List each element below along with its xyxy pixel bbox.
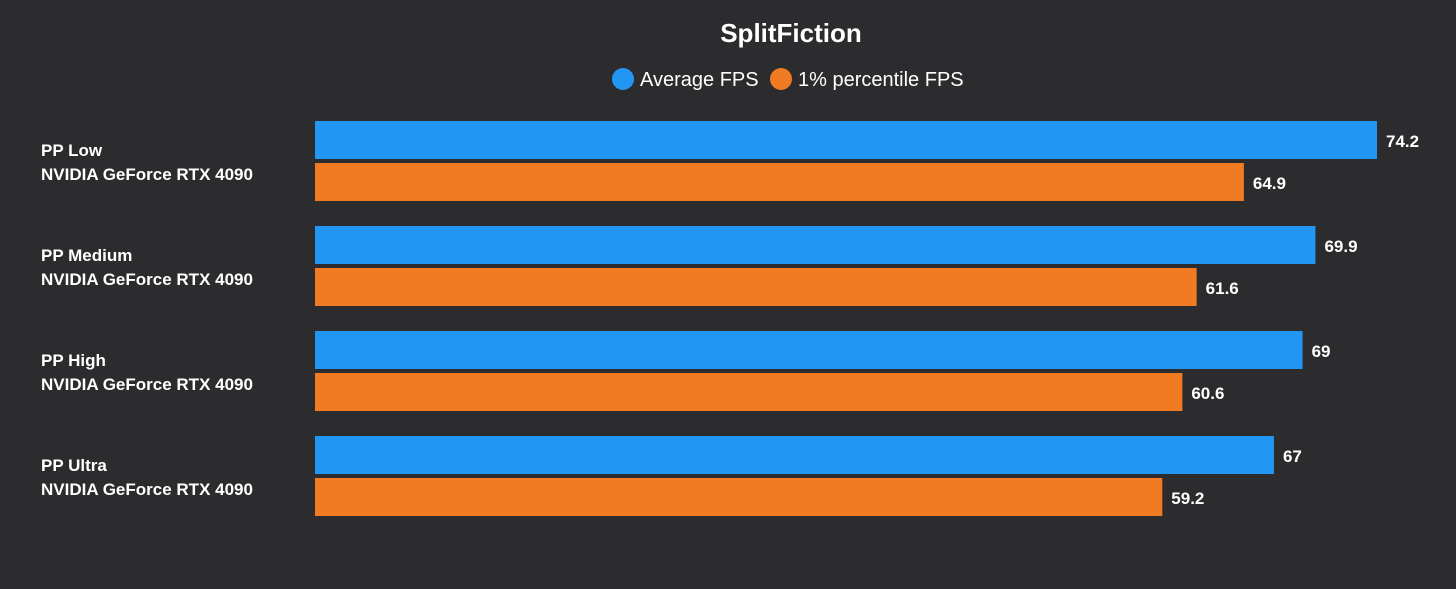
legend: Average FPS 1% percentile FPS [612,68,964,91]
category-label: PP High NVIDIA GeForce RTX 4090 [41,351,253,394]
bar[interactable] [315,226,1316,264]
data-label: 69 [1312,342,1331,361]
data-label: 60.6 [1191,384,1224,403]
data-label: 69.9 [1324,237,1357,256]
category-label: PP Ultra NVIDIA GeForce RTX 4090 [41,456,253,499]
legend-label-average-fps: Average FPS [640,69,759,91]
legend-marker-1-percentile-fps [770,68,792,90]
bar[interactable] [315,478,1163,516]
data-label: 61.6 [1206,279,1239,298]
legend-label-1-percentile-fps: 1% percentile FPS [798,69,964,91]
data-label: 67 [1283,447,1302,466]
data-label: 74.2 [1386,132,1419,151]
bar[interactable] [315,121,1377,159]
bar[interactable] [315,268,1197,306]
plot-area: PP Low NVIDIA GeForce RTX 4090 74.2 64.9 PP … [41,121,1419,516]
legend-marker-average-fps [612,68,634,90]
bar[interactable] [315,163,1244,201]
bar[interactable] [315,373,1183,411]
category-label: PP Low NVIDIA GeForce RTX 4090 [41,141,253,184]
data-label: 59.2 [1171,489,1204,508]
data-label: 64.9 [1253,174,1286,193]
bar[interactable] [315,331,1303,369]
bar[interactable] [315,436,1274,474]
category-label: PP Medium NVIDIA GeForce RTX 4090 [41,246,253,289]
chart-title: SplitFiction [720,18,862,48]
